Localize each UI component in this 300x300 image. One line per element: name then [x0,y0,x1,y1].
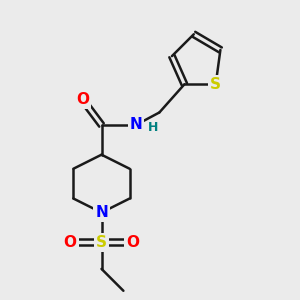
Text: O: O [76,92,89,107]
Text: N: N [130,118,142,133]
Text: O: O [64,235,77,250]
Text: S: S [96,235,107,250]
Text: H: H [148,121,158,134]
Text: S: S [210,77,221,92]
Text: N: N [95,205,108,220]
Text: O: O [126,235,139,250]
